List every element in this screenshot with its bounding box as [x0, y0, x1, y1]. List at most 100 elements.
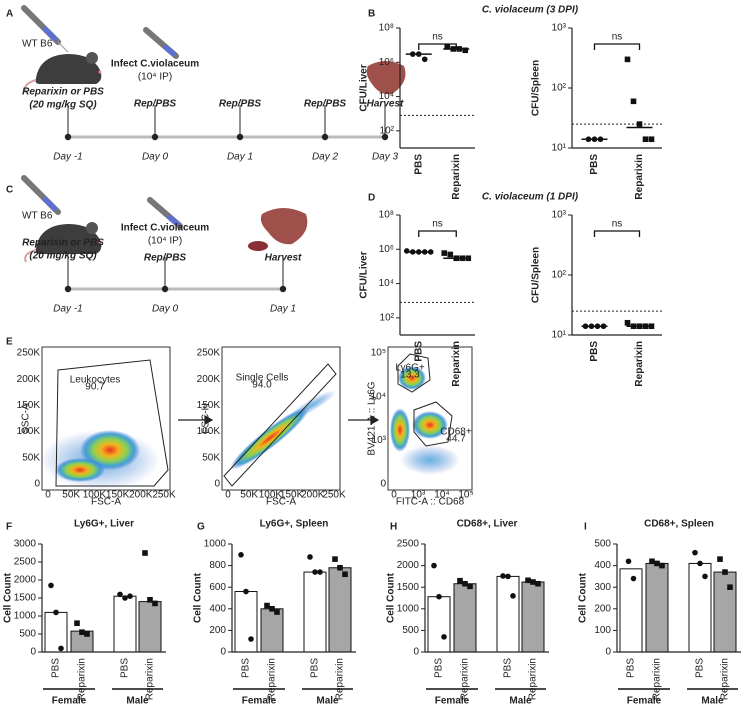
inoculum-label: (10⁴ IP) — [138, 72, 172, 83]
group-label: Male — [126, 696, 149, 707]
data-point — [58, 645, 64, 652]
flow-tick-label: 100K — [259, 490, 283, 501]
data-point — [307, 554, 313, 560]
significance-bracket — [418, 230, 457, 237]
data-point — [142, 550, 148, 556]
flow-tick-label: 0 — [34, 479, 40, 490]
data-point — [243, 588, 249, 595]
data-point — [510, 593, 516, 599]
x-tick-label: PBS — [434, 658, 445, 678]
panel-label: I — [584, 522, 587, 533]
flow-plot — [387, 346, 473, 491]
flow-tick-label: 50K — [62, 490, 80, 501]
data-point — [722, 569, 728, 575]
y-tick-label: 10¹ — [552, 330, 567, 341]
event-label: Rep/PBS — [219, 99, 262, 110]
data-point — [659, 562, 665, 569]
x-tick-label: PBS — [695, 658, 706, 678]
y-tick-label: 10² — [552, 270, 567, 281]
data-point — [147, 597, 153, 603]
flow-arrow — [178, 414, 380, 426]
event-label: Rep/PBS — [144, 253, 187, 264]
data-point — [727, 584, 733, 590]
y-tick-label: 1500 — [14, 593, 37, 604]
y-tick-label: 0 — [413, 647, 419, 658]
flow-tick-label: 250K — [197, 348, 221, 359]
y-tick-label: 400 — [594, 560, 611, 571]
day-label: Day 1 — [270, 304, 296, 315]
data-point — [79, 629, 85, 635]
gate-percent: 13.3 — [400, 370, 420, 381]
data-point — [530, 579, 536, 585]
data-point — [702, 573, 708, 580]
data-point — [630, 575, 637, 582]
flow-tick-label: 150K — [280, 490, 304, 501]
x-tick-label: Reparixin — [634, 341, 645, 387]
data-point — [332, 556, 338, 562]
bar — [234, 591, 258, 653]
flow-axis-label: SSC-A — [21, 403, 32, 434]
x-tick-label: Reparixin — [335, 658, 346, 700]
chart-title: Ly6G+, Liver — [74, 519, 134, 530]
group-label: Female — [435, 696, 470, 707]
significance-bracket — [593, 230, 641, 237]
x-tick-label: Reparixin — [451, 154, 462, 200]
day-label: Day 0 — [142, 152, 169, 163]
mouse-icon — [24, 222, 102, 263]
data-point — [642, 136, 649, 143]
data-point — [152, 600, 158, 607]
y-tick-label: 10¹ — [552, 143, 567, 154]
flow-tick-label: 150K — [17, 400, 41, 411]
x-tick-label: PBS — [589, 341, 600, 362]
panel-label: C — [6, 185, 13, 196]
significance-label: ns — [432, 219, 443, 230]
y-axis-label: Cell Count — [193, 572, 204, 623]
data-point — [441, 250, 448, 256]
event-label: Rep/PBS — [134, 99, 177, 110]
bar — [521, 581, 545, 653]
x-tick-label: PBS — [413, 341, 424, 362]
bar — [453, 583, 477, 653]
y-axis-label: Cell Count — [578, 572, 589, 623]
chart-title: CD68+, Spleen — [644, 519, 714, 530]
data-point — [84, 631, 90, 637]
flow-tick-label: 100K — [83, 490, 107, 501]
panel-label: D — [368, 193, 375, 204]
flow-tick-label: 0 — [45, 490, 51, 501]
flow-tick-label: 50K — [22, 452, 40, 463]
flow-axis-label: FSC-H — [201, 403, 212, 434]
x-tick-label: PBS — [120, 658, 131, 678]
group-label: Male — [701, 696, 724, 707]
data-point — [697, 560, 703, 567]
y-axis-label: Cell Count — [3, 572, 14, 623]
x-tick-label: PBS — [589, 154, 600, 175]
data-point — [127, 593, 133, 599]
event-label: Rep/PBS — [304, 99, 347, 110]
y-tick-label: 3000 — [14, 539, 37, 550]
data-point — [447, 251, 454, 258]
y-tick-label: 500 — [594, 539, 611, 550]
y-tick-label: 2500 — [14, 557, 37, 568]
y-axis-label: Cell Count — [386, 572, 397, 623]
y-tick-label: 200 — [594, 603, 611, 614]
day-label: Day -1 — [53, 304, 82, 315]
bar — [44, 611, 68, 653]
flow-axis-label: BV421-A :: Ly6G — [367, 381, 378, 455]
y-tick-label: 10⁴ — [379, 91, 394, 102]
flow-tick-label: 100K — [197, 426, 221, 437]
significance-label: ns — [612, 32, 623, 43]
y-tick-label: 2000 — [397, 560, 420, 571]
flow-tick-label: 0 — [380, 479, 386, 490]
x-tick-label: PBS — [413, 154, 424, 175]
gate-percent: 94.0 — [252, 380, 272, 391]
y-tick-label: 500 — [19, 629, 36, 640]
data-point — [421, 56, 428, 63]
y-tick-label: 10⁶ — [379, 57, 394, 68]
infect-label: Infect C.violaceum — [121, 223, 209, 234]
data-point — [462, 47, 469, 54]
data-point — [337, 564, 343, 571]
data-point — [274, 609, 280, 615]
chart-title: CD68+, Liver — [457, 519, 518, 530]
data-point — [436, 593, 442, 600]
x-tick-label: Reparixin — [652, 658, 663, 700]
